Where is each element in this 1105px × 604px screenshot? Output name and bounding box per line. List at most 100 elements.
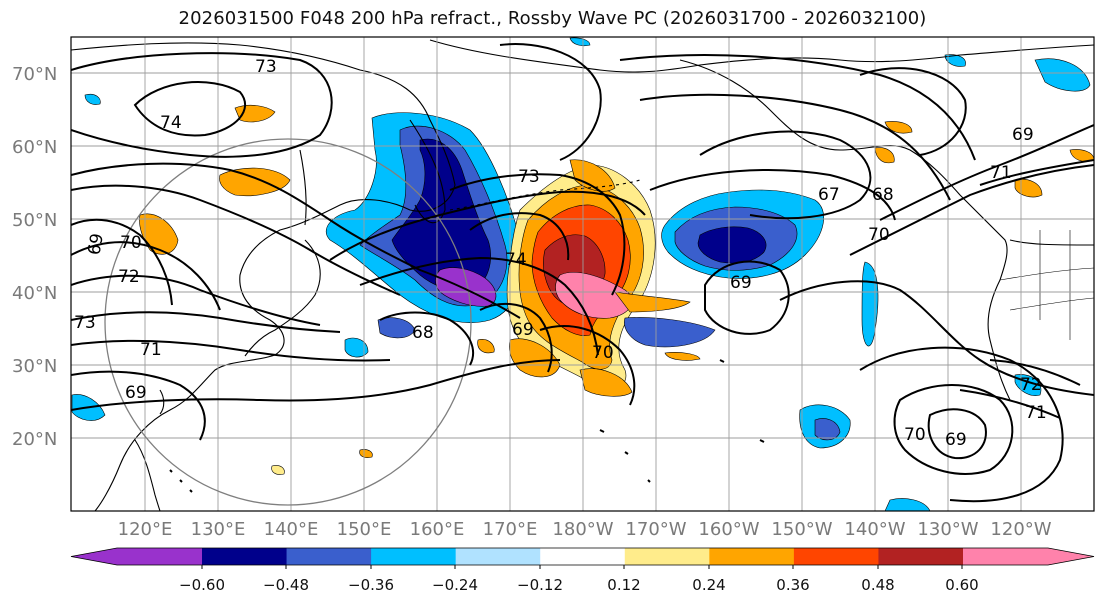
colorbar-segment [455, 548, 541, 565]
lat-label: 70°N [12, 64, 57, 85]
negative-anomaly-small-11 [569, 37, 591, 47]
positive-anomaly-small-7 [1014, 178, 1043, 198]
latitude-labels: 70°N 60°N 50°N 40°N 30°N 20°N [12, 64, 57, 450]
contour-label: 68 [412, 323, 434, 343]
colorbar-segment [624, 548, 710, 565]
lon-label: 130°W [917, 519, 978, 540]
contour-label-group: 73 74 69 70 72 73 71 69 68 73 74 69 70 6… [74, 57, 1047, 450]
contour-73-sw [71, 311, 341, 333]
colorbar-segment [71, 548, 202, 565]
lon-label: 130°E [191, 519, 246, 540]
contour-label: 69 [1012, 125, 1034, 145]
positive-anomaly-small-4 [509, 338, 561, 378]
positive-anomaly-tongue [614, 291, 691, 313]
contour-east-c [779, 280, 1094, 396]
contour-center-jet-b [359, 256, 599, 356]
contour-71-ne [979, 159, 1094, 186]
colorbar-segment [878, 548, 964, 565]
contour-label: 70 [592, 343, 614, 363]
contour-70-se-loop [893, 384, 1014, 475]
negative-anomaly-small-4 [377, 317, 416, 339]
lon-label: 160°W [698, 519, 759, 540]
colorbar-tick-label: 0.24 [692, 576, 725, 594]
island-chain [169, 359, 765, 493]
lon-label: 120°W [990, 519, 1051, 540]
contour-label: 73 [74, 313, 96, 333]
lat-label: 50°N [12, 210, 57, 231]
positive-anomaly-small-8 [1069, 149, 1094, 162]
contour-ne-loop [859, 67, 967, 156]
north-coast [429, 39, 1094, 73]
contour-label: 69 [125, 383, 147, 403]
negative-anomaly-small-10 [884, 498, 931, 511]
colorbar [70, 547, 1095, 569]
alaska-coast [679, 59, 1011, 401]
lat-label: 40°N [12, 283, 57, 304]
contour-label: 74 [160, 113, 182, 133]
contour-69-west [71, 218, 173, 306]
colorbar-segment [371, 548, 457, 565]
map-frame [70, 36, 1095, 512]
asia-coast [71, 42, 456, 511]
contour-69-center [479, 302, 553, 373]
lon-label: 170°W [625, 519, 686, 540]
contour-label: 69 [512, 320, 534, 340]
contour-east-b [619, 54, 976, 161]
taiwan [159, 389, 165, 415]
contour-label: 71 [1025, 403, 1047, 423]
colorbar-outline [70, 547, 1095, 566]
contour-72-west [71, 162, 521, 319]
contour-label: 74 [505, 250, 527, 270]
lon-label: 180°W [552, 519, 613, 540]
contour-69-se-loop [927, 408, 987, 460]
contour-label: 68 [872, 185, 894, 205]
lon-label: 140°E [264, 519, 319, 540]
colorbar-segment [286, 548, 372, 565]
colorbar-segment [540, 548, 626, 565]
lon-label: 150°W [771, 519, 832, 540]
contour-label: 69 [84, 232, 107, 257]
contour-70-center [539, 325, 636, 406]
contour-label: 70 [868, 225, 890, 245]
contour-label: 72 [118, 267, 140, 287]
positive-anomaly-small-11 [477, 339, 495, 354]
contour-lines [71, 43, 1094, 503]
aleutians [449, 179, 641, 211]
contour-label: 70 [120, 233, 142, 253]
positive-anomaly-small-10 [569, 159, 616, 192]
contour-71-west [71, 184, 401, 296]
negative-anomaly-small-8 [1034, 58, 1091, 92]
contour-73-north [71, 52, 333, 158]
contour-73-center [449, 173, 626, 296]
positive-anomaly-small-1 [219, 167, 291, 197]
colorbar-tick-label: −0.60 [179, 576, 225, 594]
colorbar-tick-label: 0.60 [945, 576, 978, 594]
contour-70-sw [71, 359, 561, 411]
reference-circle [104, 138, 472, 506]
contour-label: 67 [818, 185, 840, 205]
lon-label: 150°E [337, 519, 392, 540]
lon-label: 160°E [410, 519, 465, 540]
colorbar-ticks: −0.60 −0.48 −0.36 −0.24 −0.12 0.12 0.24 … [179, 576, 979, 594]
contour-label: 73 [255, 57, 277, 77]
contour-center-jet-a [329, 190, 646, 261]
contour-label: 72 [1020, 375, 1042, 395]
positive-anomaly-small-5 [579, 368, 633, 397]
contour-70-west [71, 241, 221, 311]
contour-71-sw [71, 339, 391, 362]
contour-68-east [649, 169, 896, 221]
colorbar-segment [709, 548, 795, 565]
colorbar-tick-label: −0.24 [432, 576, 478, 594]
positive-anomaly-pink [555, 272, 633, 319]
colorbar-segment [793, 548, 879, 565]
lat-label: 30°N [12, 356, 57, 377]
contour-74-center [469, 212, 570, 261]
lon-label: 140°W [844, 519, 905, 540]
positive-anomaly-small-13 [271, 465, 285, 475]
contour-label: 69 [730, 273, 752, 293]
positive-anomaly-small-9 [874, 147, 895, 164]
contour-label: 69 [945, 430, 967, 450]
longitude-labels: 120°E 130°E 140°E 150°E 160°E 170°E 180°… [118, 519, 1052, 540]
contour-east-big [639, 93, 951, 201]
